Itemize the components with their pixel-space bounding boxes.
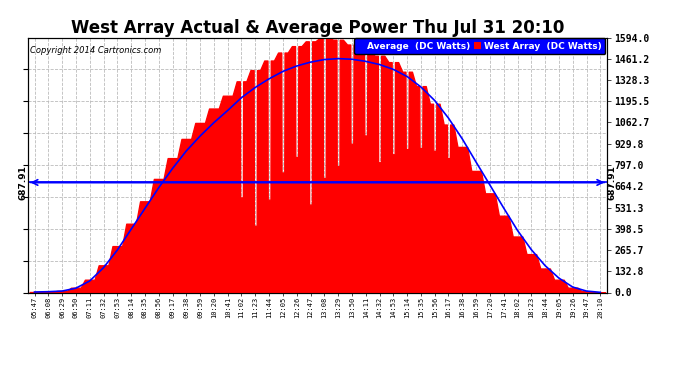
Text: 687.91: 687.91 bbox=[608, 165, 617, 200]
Legend: Average  (DC Watts), West Array  (DC Watts): Average (DC Watts), West Array (DC Watts… bbox=[354, 38, 605, 54]
Text: 687.91: 687.91 bbox=[18, 165, 27, 200]
Text: Copyright 2014 Cartronics.com: Copyright 2014 Cartronics.com bbox=[30, 46, 162, 56]
Title: West Array Actual & Average Power Thu Jul 31 20:10: West Array Actual & Average Power Thu Ju… bbox=[70, 20, 564, 38]
